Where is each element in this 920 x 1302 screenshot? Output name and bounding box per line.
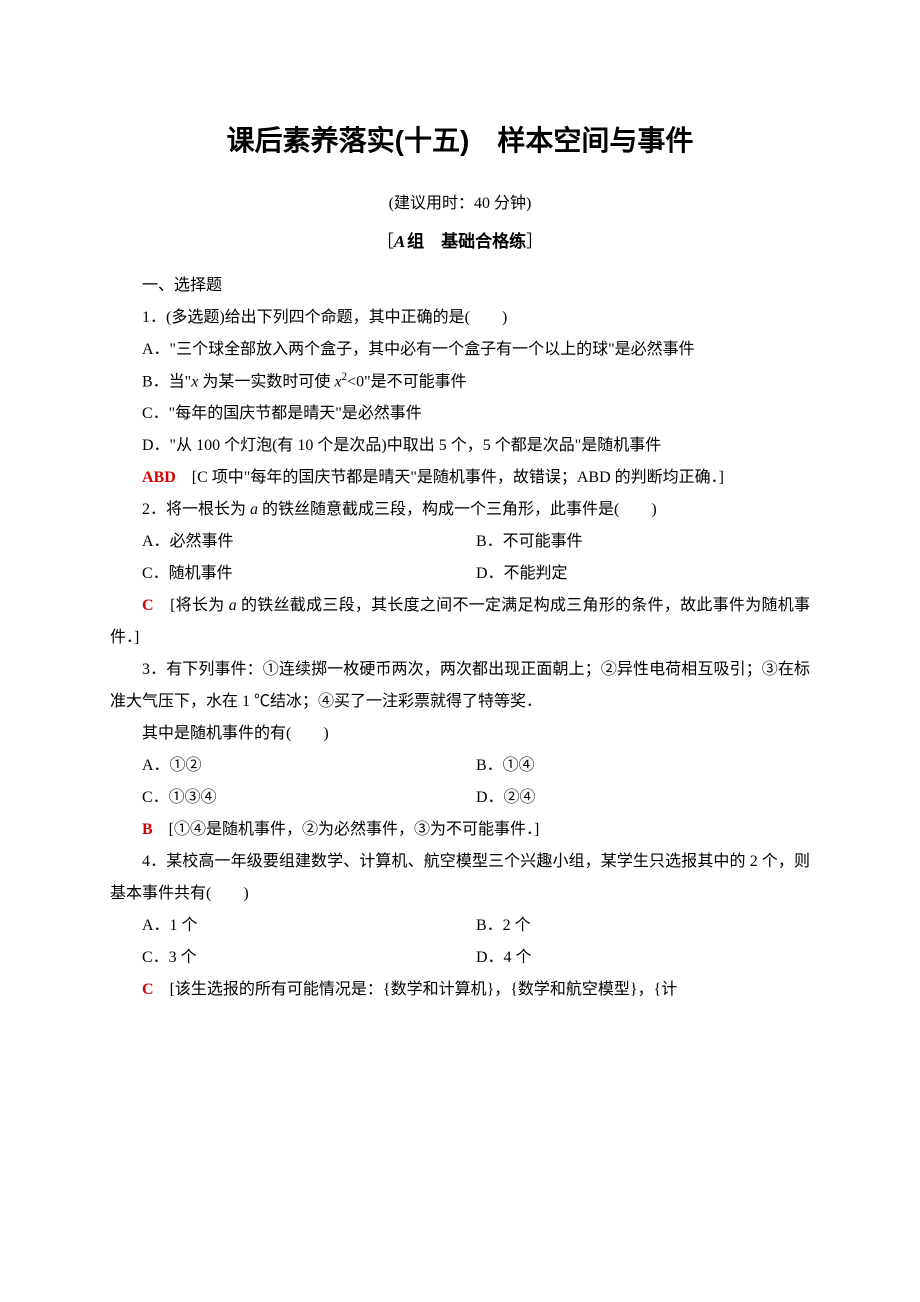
q1-option-d: D．"从 100 个灯泡(有 10 个是次品)中取出 5 个，5 个都是次品"是… bbox=[110, 430, 810, 462]
q2-exp-pre: [将长为 bbox=[154, 597, 229, 614]
q3-answer-line: B [①④是随机事件，②为必然事件，③为不可能事件．] bbox=[110, 814, 810, 846]
q3-stem2: 其中是随机事件的有( ) bbox=[110, 718, 810, 750]
q1b-pre: B．当" bbox=[142, 373, 191, 390]
q1-stem: 1．(多选题)给出下列四个命题，其中正确的是( ) bbox=[110, 302, 810, 334]
q4-options-row1: A．1 个 B．2 个 bbox=[110, 910, 810, 942]
q3-explain: [①④是随机事件，②为必然事件，③为不可能事件．] bbox=[153, 821, 540, 838]
q2-answer-line: C [将长为 a 的铁丝截成三段，其长度之间不一定满足构成三角形的条件，故此事件… bbox=[110, 590, 810, 654]
q4-explain: [该生选报的所有可能情况是：{数学和计算机}，{数学和航空模型}，{计 bbox=[154, 981, 678, 998]
q3-options-row1: A．①② B．①④ bbox=[110, 750, 810, 782]
group-a-label: ［A组 基础合格练］ bbox=[110, 227, 810, 252]
q2-option-d: D．不能判定 bbox=[476, 558, 810, 590]
q4-option-c: C．3 个 bbox=[142, 942, 476, 974]
time-suggestion: (建议用时：40 分钟) bbox=[110, 189, 810, 213]
q3-option-a: A．①② bbox=[142, 750, 476, 782]
q4-answer-line: C [该生选报的所有可能情况是：{数学和计算机}，{数学和航空模型}，{计 bbox=[110, 974, 810, 1006]
q3-stem1: 3．有下列事件：①连续掷一枚硬币两次，两次都出现正面朝上；②异性电荷相互吸引；③… bbox=[110, 654, 810, 718]
q1-option-a: A．"三个球全部放入两个盒子，其中必有一个盒子有一个以上的球"是必然事件 bbox=[110, 334, 810, 366]
bracket-left: ［ bbox=[377, 232, 394, 251]
q1-answer-line: ABD [C 项中"每年的国庆节都是晴天"是随机事件，故错误；ABD 的判断均正… bbox=[110, 462, 810, 494]
q3-option-c: C．①③④ bbox=[142, 782, 476, 814]
q2-answer: C bbox=[142, 597, 154, 614]
q2-stem-post: 的铁丝随意截成三段，构成一个三角形，此事件是( ) bbox=[258, 501, 657, 518]
q3-option-d: D．②④ bbox=[476, 782, 810, 814]
q2-var-a: a bbox=[250, 501, 258, 518]
q2-option-b: B．不可能事件 bbox=[476, 526, 810, 558]
q2-option-a: A．必然事件 bbox=[142, 526, 476, 558]
q3-options-row2: C．①③④ D．②④ bbox=[110, 782, 810, 814]
q2-stem: 2．将一根长为 a 的铁丝随意截成三段，构成一个三角形，此事件是( ) bbox=[110, 494, 810, 526]
q2-exp-var: a bbox=[229, 597, 237, 614]
q1-option-c: C．"每年的国庆节都是晴天"是必然事件 bbox=[110, 398, 810, 430]
q4-option-b: B．2 个 bbox=[476, 910, 810, 942]
bracket-right: ］ bbox=[526, 232, 543, 251]
group-text: 组 基础合格练 bbox=[407, 232, 526, 251]
q3-answer: B bbox=[142, 821, 153, 838]
q2-options-row1: A．必然事件 B．不可能事件 bbox=[110, 526, 810, 558]
q4-answer: C bbox=[142, 981, 154, 998]
q3-option-b: B．①④ bbox=[476, 750, 810, 782]
q2-stem-pre: 2．将一根长为 bbox=[142, 501, 250, 518]
q4-option-a: A．1 个 bbox=[142, 910, 476, 942]
q1-option-b: B．当"x 为某一实数时可使 x2<0"是不可能事件 bbox=[110, 366, 810, 398]
section-header-choice: 一、选择题 bbox=[110, 270, 810, 302]
q2-options-row2: C．随机事件 D．不能判定 bbox=[110, 558, 810, 590]
group-letter: A bbox=[394, 232, 405, 251]
q4-option-d: D．4 个 bbox=[476, 942, 810, 974]
q1b-post: <0"是不可能事件 bbox=[347, 373, 467, 390]
page-title: 课后素养落实(十五) 样本空间与事件 bbox=[110, 119, 810, 159]
document-page: 课后素养落实(十五) 样本空间与事件 (建议用时：40 分钟) ［A组 基础合格… bbox=[0, 0, 920, 1302]
q4-stem: 4．某校高一年级要组建数学、计算机、航空模型三个兴趣小组，某学生只选报其中的 2… bbox=[110, 846, 810, 910]
q2-option-c: C．随机事件 bbox=[142, 558, 476, 590]
q4-options-row2: C．3 个 D．4 个 bbox=[110, 942, 810, 974]
q1b-mid: 为某一实数时可使 bbox=[198, 373, 334, 390]
q1-explain: [C 项中"每年的国庆节都是晴天"是随机事件，故错误；ABD 的判断均正确．] bbox=[176, 469, 724, 486]
q1-answer: ABD bbox=[142, 469, 176, 486]
